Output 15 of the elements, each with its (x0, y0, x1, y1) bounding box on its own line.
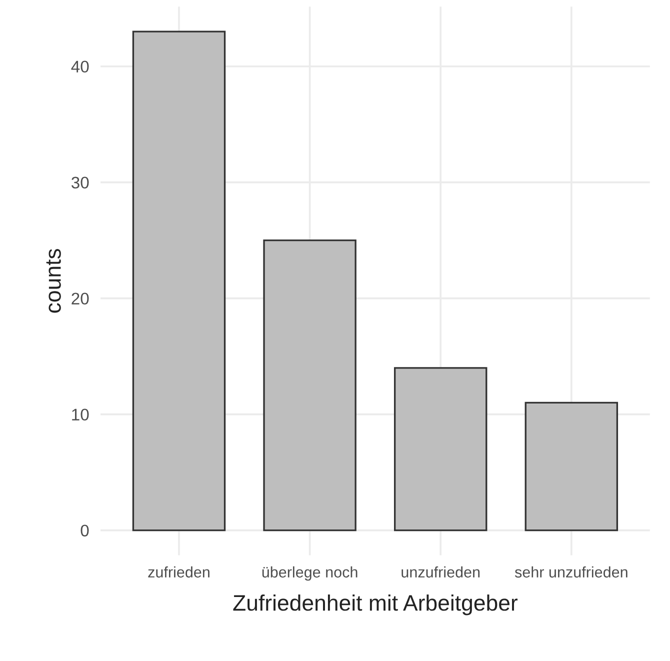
bar (524, 402, 618, 532)
bar (263, 239, 356, 532)
x-axis-title: Zufriedenheit mit Arbeitgeber (233, 594, 518, 616)
bar (394, 367, 488, 532)
y-axis-title: counts (46, 248, 61, 313)
y-tick-label: 20 (72, 292, 89, 305)
y-tick-label: 30 (71, 176, 89, 189)
bar (132, 30, 226, 532)
y-tick-label: 0 (80, 524, 89, 537)
y-tick-label: 10 (72, 408, 89, 421)
x-tick-label: überlege noch (262, 566, 358, 581)
x-tick-label: zufrieden (148, 566, 210, 578)
x-tick-label: sehr unzufrieden (514, 566, 628, 578)
y-tick-label: 40 (71, 60, 89, 73)
x-tick-label: unzufrieden (402, 566, 480, 578)
